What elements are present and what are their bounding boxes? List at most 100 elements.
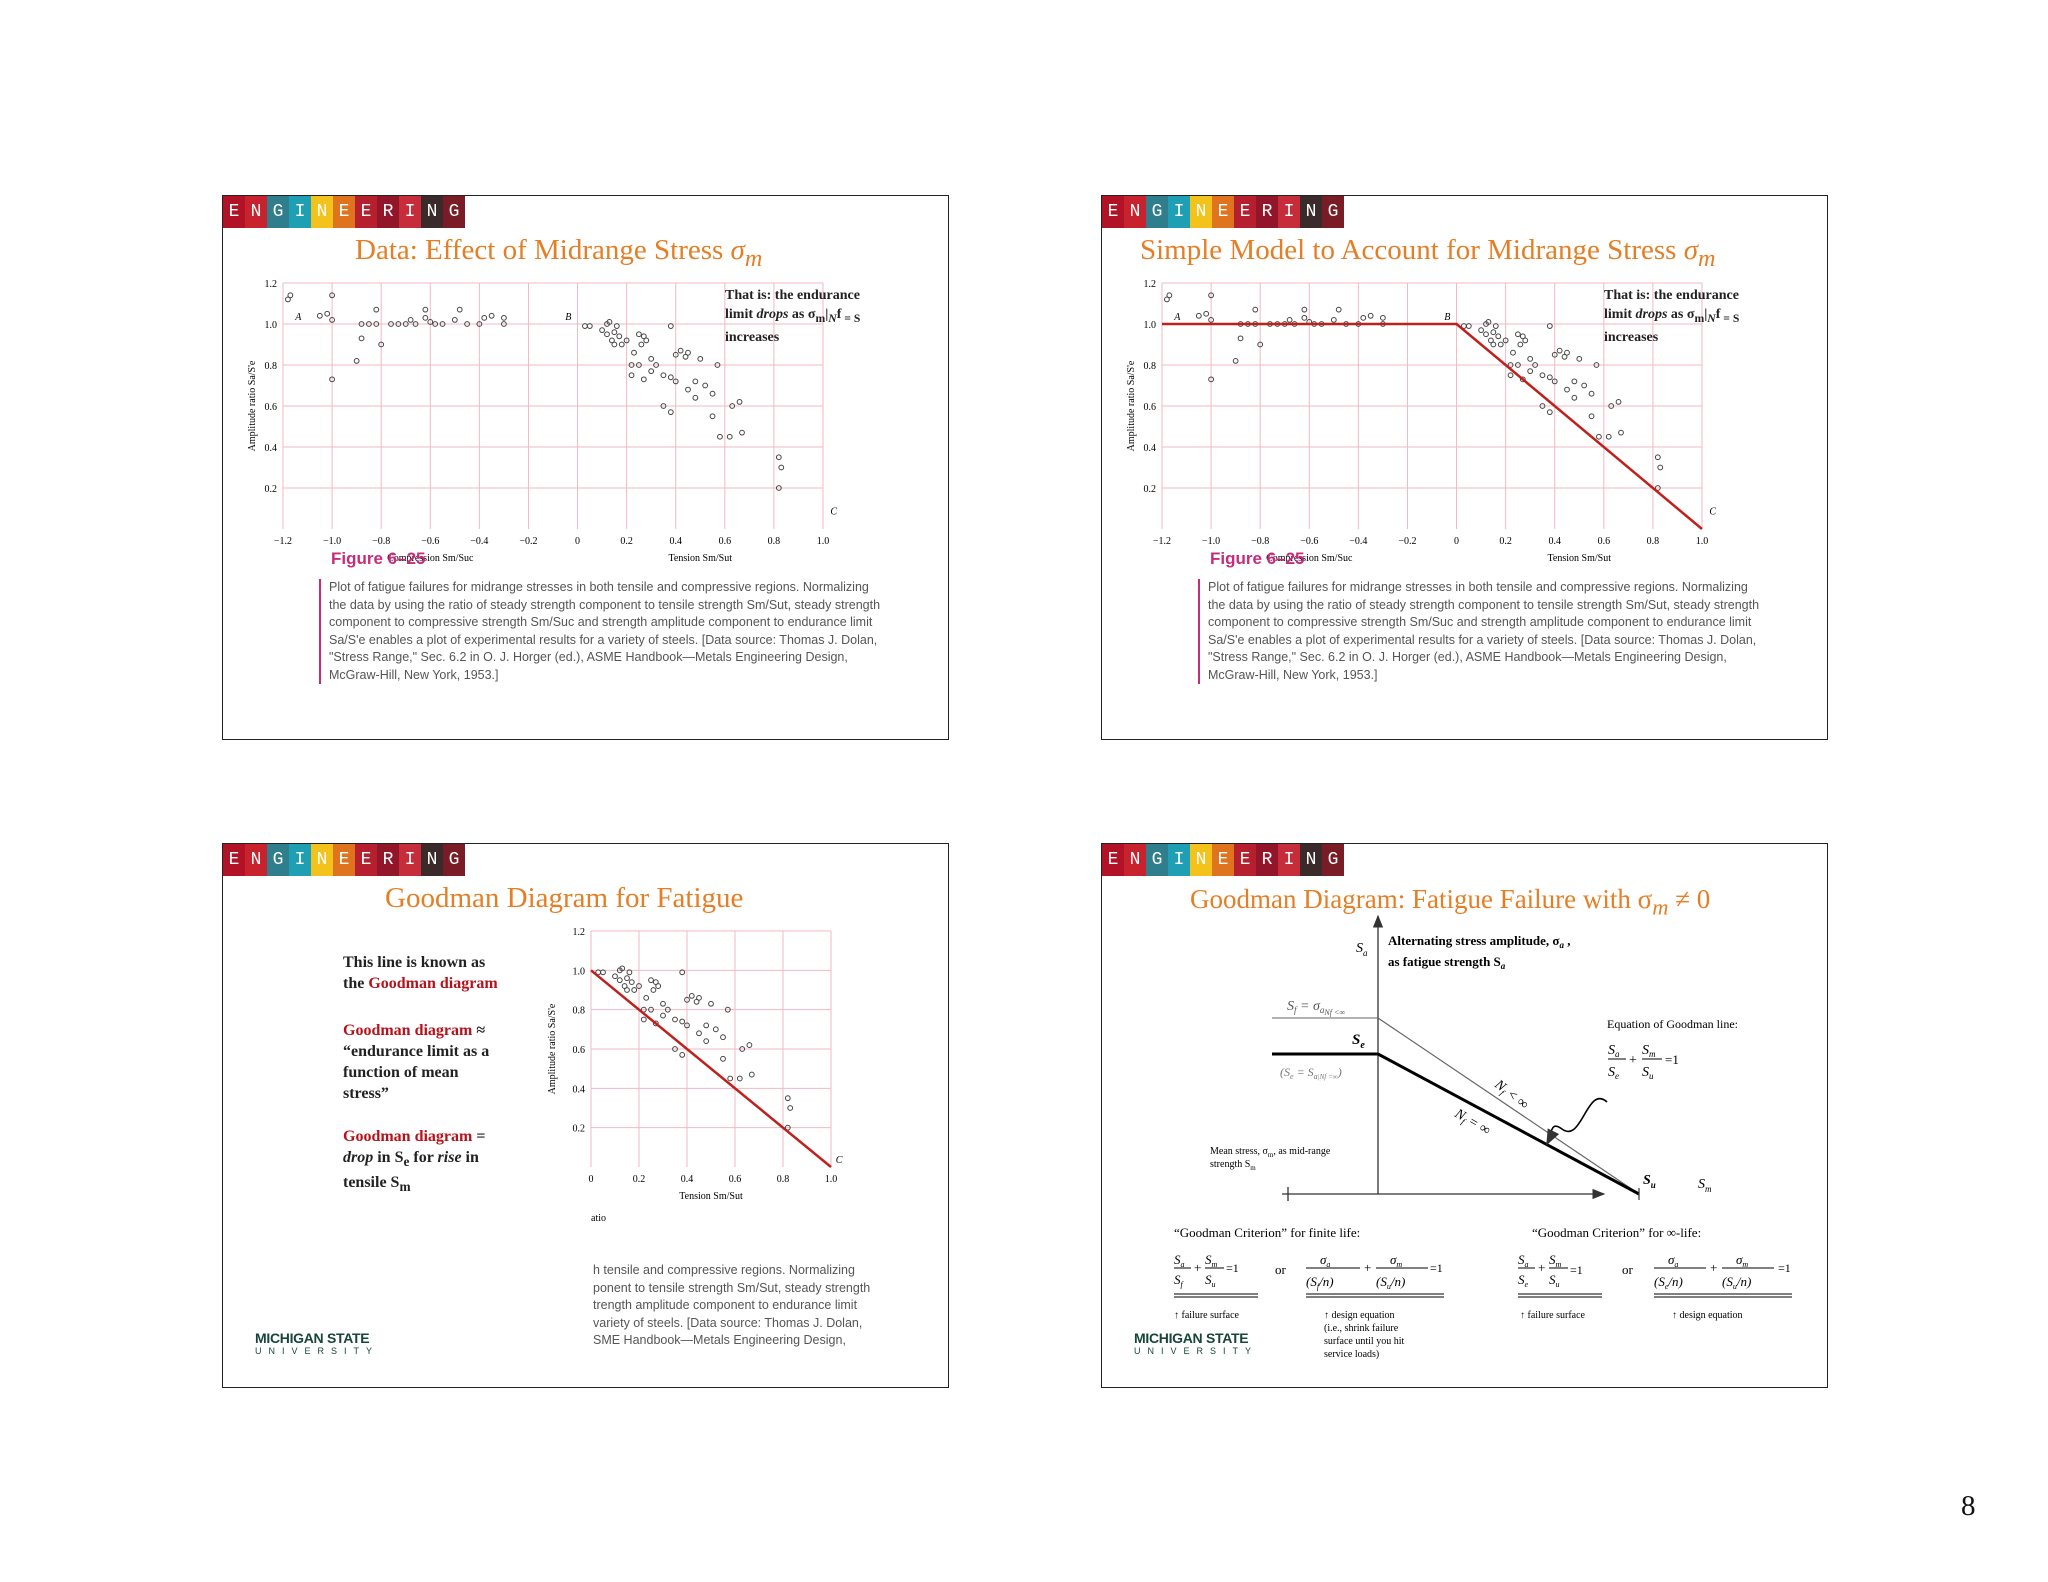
caption-line: Plot of fatigue failures for midrange st… [1208,580,1748,594]
data-point [1571,394,1578,401]
data-point [636,331,642,338]
data-point [451,317,458,323]
data-point [660,372,667,379]
data-point [1507,372,1514,379]
banner-letter: N [1124,196,1146,228]
data-point [677,347,684,354]
data-point [616,977,623,984]
banner-letter: N [421,196,443,228]
data-point [329,317,335,323]
fatigue-model-chart: −1.2 −1.0 −0.8 −0.6 −0.4 −0.2 0 0.2 0.4 0.6 0.8 1.0… [1126,279,1716,564]
msu-logo: MICHIGAN STATE UNIVERSITY [1134,1330,1259,1356]
svg-text:+: + [1194,1260,1201,1275]
svg-text:(Sf/n): (Sf/n) [1306,1274,1334,1291]
data-point [1564,386,1570,393]
data-point [1195,312,1202,319]
x-tick-label: 0.6 [1598,536,1611,547]
banner-letter: E [1234,196,1256,228]
data-point [660,403,667,409]
y-tick-label: 0.8 [265,361,278,372]
svg-text:+: + [1364,1260,1371,1275]
svg-text:=1: =1 [1430,1261,1443,1275]
data-point [1492,323,1499,329]
data-point [402,321,409,327]
data-point [599,327,605,334]
finite-life-line [1377,1017,1640,1195]
banner-letter: G [267,844,289,876]
data-point [636,362,642,368]
banner-letter: E [333,844,355,876]
failure-surface-note: ↑ failure surface [1174,1310,1240,1321]
data-point [684,1022,690,1029]
data-point [287,292,294,299]
data-point [616,333,623,340]
data-point [736,399,743,405]
mean-strength-label: strength Sm [1210,1159,1256,1172]
data-point [613,323,620,329]
slide-title: Simple Model to Account for Midrange Str… [1140,234,1716,272]
data-point [1208,317,1214,323]
design-equation-note: service loads) [1324,1349,1379,1360]
x-tick-label: 0 [575,536,580,547]
data-point [1330,317,1337,323]
data-point [1257,341,1264,348]
mean-stress-label: Mean stress, σm, as mid-range [1210,1146,1331,1159]
svg-text:+: + [1710,1260,1717,1275]
data-point [684,996,690,1003]
data-point [586,323,593,329]
point-annotation: C [836,1155,843,1166]
design-equation-note: surface until you hit [1324,1336,1404,1347]
data-point [1551,351,1558,358]
data-point [787,1105,794,1111]
data-point [685,386,691,393]
banner-letter: N [1124,844,1146,876]
data-point [395,321,402,327]
banner-letter: N [245,844,267,876]
data-point [1546,374,1553,381]
banner-letter: N [1190,196,1212,228]
data-point [638,341,645,348]
data-point [1608,403,1615,409]
figure-label: Figure 6–25 [331,549,426,568]
y-tick-label: 0.4 [573,1084,586,1095]
y-tick-label: 0.2 [1144,484,1157,495]
svg-text:Sa: Sa [1608,1043,1620,1059]
data-point [1497,341,1504,348]
data-point [609,337,615,344]
data-point [1519,333,1526,340]
svg-text:σm: σm [1390,1252,1402,1269]
se-paren-label: (Se = Sa|Nf =∞) [1280,1065,1342,1081]
data-point [648,355,655,362]
data-point [407,317,414,323]
infinite-design-equation: σa (Se/n) + σm (Su/n) =1 [1654,1252,1792,1298]
goodman-drop-note: Goodman diagram = drop in Se for rise in… [343,1128,486,1195]
x-tick-label: −0.8 [372,536,390,547]
goodman-chart: 0 0.2 0.4 0.6 0.8 1.0 0.2 0.4 0.6 0.8 1.0 1.2 Amplit… [547,927,843,1224]
data-point [703,1038,710,1045]
x-axis-label-tension: Tension Sm/Sut [669,553,733,564]
y-tick-label: 0.8 [1144,361,1157,372]
data-point [727,1075,734,1082]
x-tick-label: −0.2 [1398,536,1416,547]
data-point [702,382,709,389]
banner-letter: G [1322,844,1344,876]
banner-letter: N [1300,844,1322,876]
y-tick-label: 0.6 [265,402,278,413]
data-point [682,353,689,360]
data-point [285,296,291,303]
banner-letter: G [443,844,465,876]
data-point [358,321,365,327]
data-point [672,378,679,385]
data-point [476,321,483,327]
svg-text:Se: Se [1518,1272,1529,1289]
svg-text:Sm: Sm [1549,1252,1562,1269]
banner-letter: E [223,844,245,876]
data-point [432,321,439,327]
banner-letter: I [1168,196,1190,228]
banner-letter: R [1256,844,1278,876]
infinite-life-line [1377,1052,1640,1196]
sa-axis-label: Sa [1356,941,1368,958]
banner-letter: N [311,844,333,876]
